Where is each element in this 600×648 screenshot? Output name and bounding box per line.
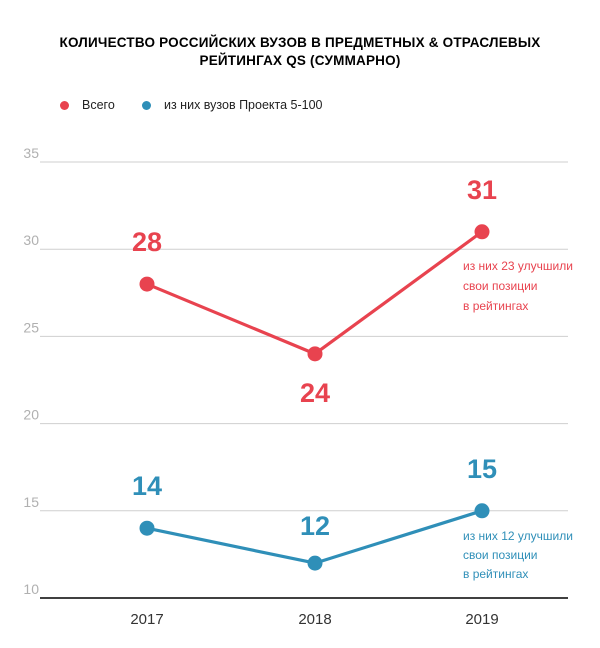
data-label: 15 <box>467 454 497 484</box>
series-line <box>146 230 483 356</box>
chart-title-line-1: КОЛИЧЕСТВО РОССИЙСКИХ ВУЗОВ В ПРЕДМЕТНЫХ… <box>59 35 541 50</box>
data-point <box>139 276 155 292</box>
chart-title: КОЛИЧЕСТВО РОССИЙСКИХ ВУЗОВ В ПРЕДМЕТНЫХ… <box>0 34 600 70</box>
x-tick-label: 2018 <box>298 611 331 628</box>
data-label: 14 <box>132 471 162 501</box>
data-label: 28 <box>132 227 162 257</box>
data-point <box>474 503 490 519</box>
annotation-text: свои позиции <box>463 548 537 562</box>
y-tick-label: 10 <box>23 581 39 597</box>
y-tick-label: 35 <box>23 145 39 161</box>
annotation-text: из них 23 улучшили <box>463 259 573 273</box>
legend-dot-icon <box>142 100 151 110</box>
annotation-text: из них 12 улучшили <box>463 529 573 543</box>
x-tick-label: 2019 <box>465 611 498 628</box>
legend-label-project: из них вузов Проекта 5-100 <box>164 98 323 112</box>
annotation-text: в рейтингах <box>463 567 528 581</box>
annotation-text: в рейтингах <box>463 299 528 313</box>
data-point <box>307 346 323 362</box>
legend-item-total: Всего <box>60 98 115 112</box>
x-tick-label: 2017 <box>130 611 163 628</box>
data-point <box>474 224 490 240</box>
data-point <box>307 555 323 571</box>
annotation-text: свои позиции <box>463 279 537 293</box>
legend-label-total: Всего <box>82 98 115 112</box>
y-tick-label: 15 <box>23 494 39 510</box>
legend-dot-icon <box>60 100 69 110</box>
legend-item-project: из них вузов Проекта 5-100 <box>142 98 323 112</box>
data-point <box>139 520 155 536</box>
chart-title-line-2: РЕЙТИНГАХ QS (СУММАРНО) <box>199 53 401 68</box>
data-label: 12 <box>300 511 330 541</box>
y-tick-label: 25 <box>23 319 39 335</box>
data-label: 31 <box>467 175 497 205</box>
y-tick-label: 30 <box>23 232 39 248</box>
data-label: 24 <box>300 378 330 408</box>
y-tick-label: 20 <box>23 407 39 423</box>
